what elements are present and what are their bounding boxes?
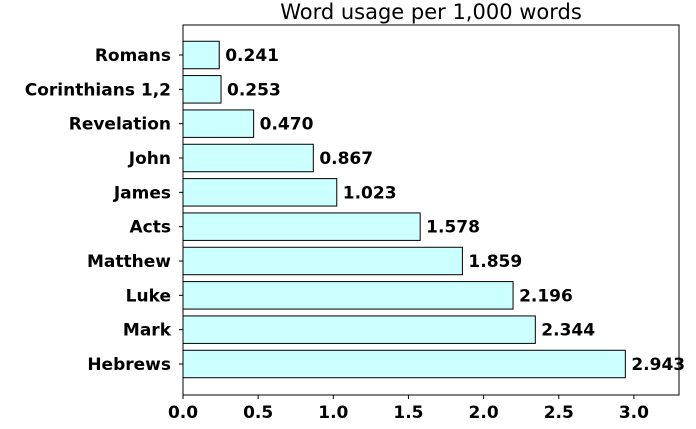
category-label: Mark <box>123 321 172 341</box>
x-tick-label: 3.0 <box>619 403 649 423</box>
plot-frame <box>182 24 680 396</box>
category-label: Hebrews <box>87 355 171 375</box>
data-label: 0.241 <box>225 46 279 66</box>
data-label: 1.859 <box>468 252 522 272</box>
category-label: Luke <box>126 286 171 306</box>
chart-title: Word usage per 1,000 words <box>280 0 582 24</box>
category-label: Corinthians 1,2 <box>25 80 171 100</box>
data-label: 2.196 <box>519 286 573 306</box>
x-tick-label: 0.0 <box>168 403 198 423</box>
x-tick-label: 1.5 <box>393 403 423 423</box>
bar <box>182 212 421 241</box>
data-label: 2.344 <box>541 321 595 341</box>
data-label: 0.253 <box>227 80 281 100</box>
data-label: 2.943 <box>631 355 685 375</box>
category-label: Matthew <box>87 252 171 272</box>
category-label: James <box>113 183 171 203</box>
data-label: 0.470 <box>260 115 314 135</box>
x-tick-label: 0.5 <box>243 403 273 423</box>
x-tick-label: 1.0 <box>318 403 348 423</box>
bar <box>182 281 514 310</box>
bar <box>182 40 220 70</box>
data-label: 0.867 <box>319 149 373 169</box>
category-label: Romans <box>95 46 171 66</box>
bar <box>182 246 463 276</box>
category-label: Revelation <box>69 115 171 135</box>
data-label: 1.023 <box>343 183 397 203</box>
category-label: John <box>128 149 171 169</box>
bar <box>182 75 222 104</box>
category-label: Acts <box>130 218 171 238</box>
bar <box>182 315 536 344</box>
bar <box>182 349 626 379</box>
bar <box>182 109 255 138</box>
x-tick-label: 2.5 <box>544 403 574 423</box>
x-tick-label: 2.0 <box>469 403 499 423</box>
bar <box>182 143 314 173</box>
bar <box>182 178 338 207</box>
data-label: 1.578 <box>426 218 480 238</box>
